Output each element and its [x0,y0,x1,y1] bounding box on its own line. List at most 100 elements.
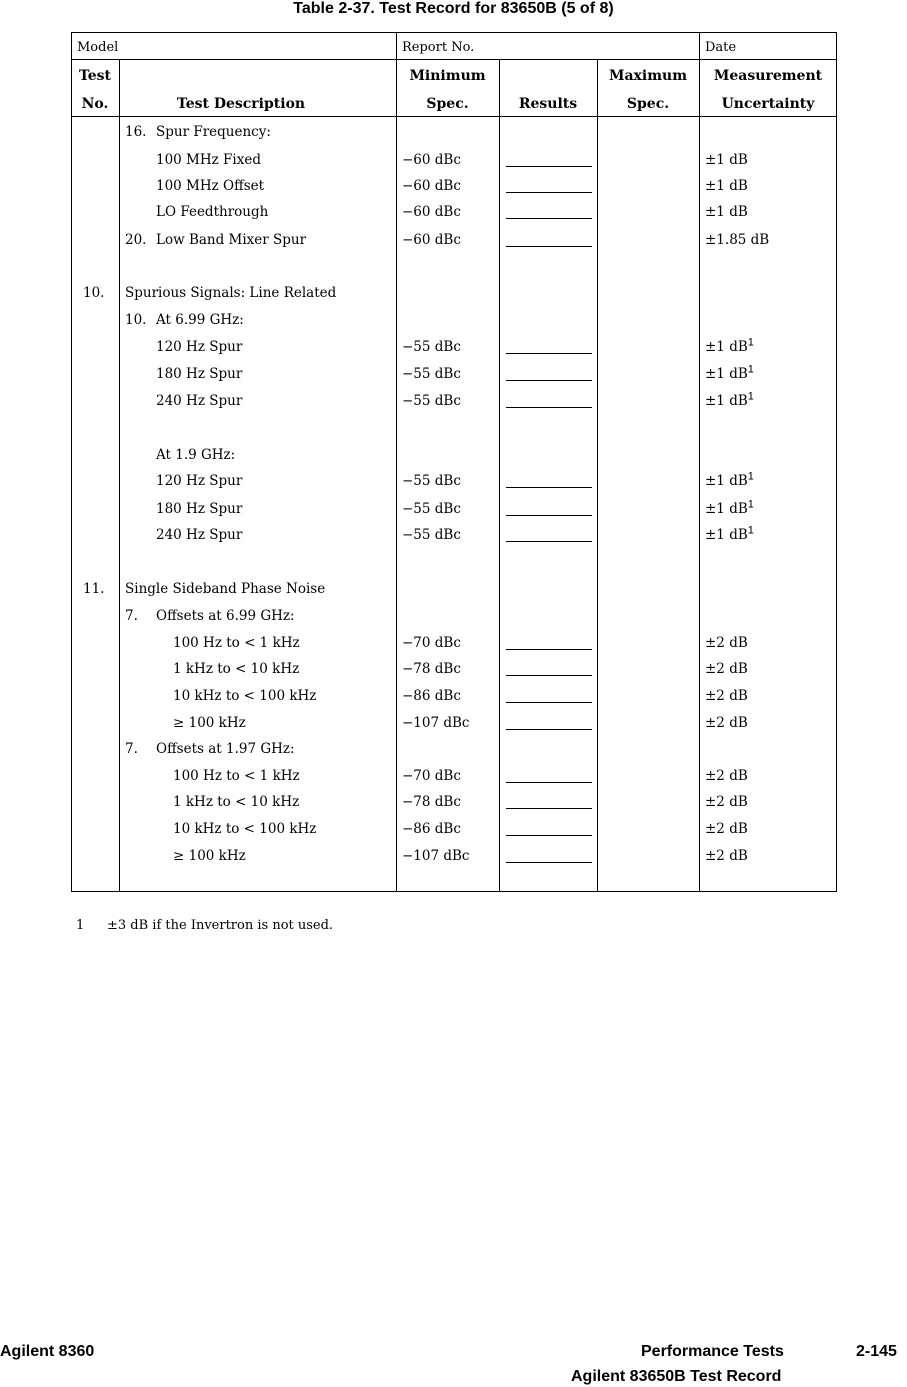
results-entry-line[interactable] [506,246,592,247]
measurement-uncertainty: ±1 dB1 [705,390,754,409]
test-number: 10. [83,285,105,301]
footer-page-number: 2-145 [856,1343,897,1360]
uncertainty-value: ±1 dB [705,366,748,382]
test-description: Spurious Signals: Line Related [125,285,337,301]
measurement-uncertainty: ±1 dB [705,152,748,168]
divider [71,116,837,117]
minimum-spec: −55 dBc [402,366,461,382]
results-entry-line[interactable] [506,353,592,354]
measurement-uncertainty: ±2 dB [705,688,748,704]
test-description: Offsets at 1.97 GHz: [156,741,295,757]
results-header: Results [518,96,578,112]
min-spec-header: Minimum [409,68,486,84]
results-entry-line[interactable] [506,729,592,730]
footnote-text: ±3 dB if the Invertron is not used. [107,918,334,933]
divider [396,32,397,892]
minimum-spec: −60 dBc [402,178,461,194]
test-description: 120 Hz Spur [156,473,243,489]
footnote-reference: 1 [747,363,754,376]
footnote-reference: 1 [747,390,754,403]
uncertainty-value: ±1 dB [705,393,748,409]
results-entry-line[interactable] [506,541,592,542]
minimum-spec: −55 dBc [402,339,461,355]
test-description: 240 Hz Spur [156,393,243,409]
footnote-reference: 1 [747,336,754,349]
uncertainty-value: ±1.85 dB [705,232,770,248]
table-title: Table 2-37. Test Record for 83650B (5 of… [293,0,614,17]
uncertainty-value: ±2 dB [705,768,748,784]
measurement-uncertainty: ±2 dB [705,635,748,651]
test-description: 1 kHz to < 10 kHz [173,794,300,810]
footer-product: Agilent 8360 [0,1343,95,1360]
uncertainty-value: ±2 dB [705,794,748,810]
footnote-mark: 1 [76,918,85,933]
divider [699,32,700,892]
test-description: 100 Hz to < 1 kHz [173,768,300,784]
test-description: 180 Hz Spur [156,501,243,517]
divider [499,60,500,892]
minimum-spec: −86 dBc [402,688,461,704]
minimum-spec: −70 dBc [402,768,461,784]
step-number: 20. [125,232,147,248]
uncertainty-header: Measurement [713,68,823,84]
test-description: ≥ 100 kHz [173,715,246,731]
minimum-spec: −70 dBc [402,635,461,651]
min-spec-header: Spec. [426,96,469,112]
test-description: Low Band Mixer Spur [156,232,307,248]
measurement-uncertainty: ±1 dB1 [705,363,754,382]
minimum-spec: −78 dBc [402,794,461,810]
measurement-uncertainty: ±1 dB1 [705,499,754,517]
uncertainty-header: Uncertainty [721,96,815,112]
results-entry-line[interactable] [506,835,592,836]
uncertainty-value: ±2 dB [705,688,748,704]
test-description: 1 kHz to < 10 kHz [173,661,300,677]
test-description: At 6.99 GHz: [156,312,244,328]
minimum-spec: −60 dBc [402,204,461,220]
minimum-spec: −107 dBc [402,715,470,731]
measurement-uncertainty: ±2 dB [705,768,748,784]
results-entry-line[interactable] [506,407,592,408]
uncertainty-value: ±1 dB [705,178,748,194]
report-no-label: Report No. [402,40,475,55]
test-no-header: No. [81,96,109,112]
divider [597,60,598,892]
footer-subtitle: Agilent 83650B Test Record [571,1368,782,1385]
uncertainty-value: ±1 dB [705,527,748,543]
date-label: Date [705,40,737,55]
minimum-spec: −55 dBc [402,527,461,543]
measurement-uncertainty: ±2 dB [705,661,748,677]
max-spec-header: Maximum [608,68,688,84]
test-number: 11. [83,581,105,597]
results-entry-line[interactable] [506,192,592,193]
test-description: 10 kHz to < 100 kHz [173,821,317,837]
divider [71,59,837,60]
step-number: 7. [125,608,138,624]
uncertainty-value: ±1 dB [705,339,748,355]
results-entry-line[interactable] [506,218,592,219]
results-entry-line[interactable] [506,515,592,516]
test-description: Spur Frequency: [156,124,271,140]
results-entry-line[interactable] [506,675,592,676]
results-entry-line[interactable] [506,166,592,167]
uncertainty-value: ±2 dB [705,715,748,731]
measurement-uncertainty: ±2 dB [705,715,748,731]
test-description: 100 MHz Offset [156,178,265,194]
test-description: 120 Hz Spur [156,339,243,355]
results-entry-line[interactable] [506,380,592,381]
measurement-uncertainty: ±1 dB [705,178,748,194]
footnote-reference: 1 [747,524,754,537]
measurement-uncertainty: ±1 dB1 [705,524,754,543]
results-entry-line[interactable] [506,702,592,703]
results-entry-line[interactable] [506,782,592,783]
results-entry-line[interactable] [506,808,592,809]
uncertainty-value: ±2 dB [705,661,748,677]
results-entry-line[interactable] [506,487,592,488]
test-record-table [71,32,837,892]
footer-section: Performance Tests [641,1343,784,1360]
test-description: 240 Hz Spur [156,527,243,543]
test-description: LO Feedthrough [156,204,269,220]
results-entry-line[interactable] [506,649,592,650]
uncertainty-value: ±1 dB [705,473,748,489]
results-entry-line[interactable] [506,862,592,863]
